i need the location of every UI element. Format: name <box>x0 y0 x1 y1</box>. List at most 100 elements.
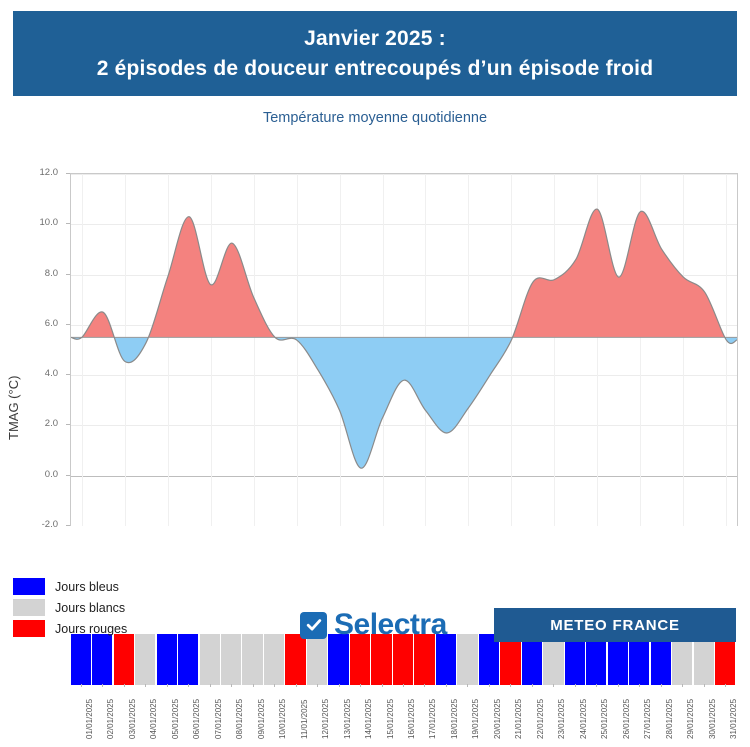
x-tick-mark <box>682 684 684 687</box>
x-tick-mark <box>617 684 619 687</box>
chart-subtitle: Température moyenne quotidienne <box>262 110 488 126</box>
vertical-gridline <box>554 174 556 526</box>
y-tick-mark <box>66 223 70 225</box>
y-tick-label: 0.0 <box>44 468 58 480</box>
y-tick-label: 6.0 <box>44 317 58 329</box>
y-tick-label: 4.0 <box>44 368 58 380</box>
x-tick-label: 01/01/2025 <box>84 698 94 739</box>
warm-area-fill <box>82 311 115 338</box>
legend-row: Jours blancs <box>12 597 232 618</box>
day-color-bar <box>156 634 177 685</box>
x-tick-label: 10/01/2025 <box>278 698 288 739</box>
x-tick-label: 16/01/2025 <box>407 698 416 739</box>
title-line-1: Janvier 2025 : <box>304 26 446 50</box>
day-color-bar <box>457 634 478 685</box>
vertical-gridline <box>726 174 728 526</box>
day-color-bar <box>242 634 263 685</box>
x-tick-mark <box>553 684 555 687</box>
cold-area-fill <box>114 337 149 363</box>
x-tick-label: 15/01/2025 <box>385 698 395 739</box>
vertical-gridline <box>81 174 83 526</box>
legend-label: Jours rouges <box>55 621 128 636</box>
day-color-bar <box>92 634 113 685</box>
x-tick-mark <box>639 684 641 687</box>
legend-row: Jours bleus <box>12 576 232 597</box>
x-tick-mark <box>510 684 512 687</box>
y-tick-mark <box>66 424 70 426</box>
legend-swatch <box>12 577 46 596</box>
x-tick-mark <box>424 684 426 687</box>
legend-swatch <box>12 598 46 617</box>
x-tick-label: 07/01/2025 <box>213 698 223 739</box>
x-tick-mark <box>123 684 125 687</box>
y-tick-mark <box>66 374 70 376</box>
x-tick-mark <box>102 684 104 687</box>
x-tick-label: 20/01/2025 <box>492 698 502 739</box>
horizontal-gridline <box>71 324 737 326</box>
vertical-gridline <box>683 174 685 526</box>
x-tick-mark <box>188 684 190 687</box>
y-tick-label: 12.0 <box>39 167 59 178</box>
legend-row: Jours rouges <box>12 618 232 639</box>
x-tick-mark <box>274 684 276 687</box>
x-tick-label: 31/01/2025 <box>729 698 739 739</box>
x-tick-mark <box>488 684 490 687</box>
warm-area-fill <box>148 216 276 338</box>
x-tick-mark <box>80 684 82 687</box>
title-line-2: 2 épisodes de douceur entrecoupés d’un é… <box>96 56 654 80</box>
day-color-bar <box>113 634 134 685</box>
x-tick-mark <box>209 684 211 687</box>
x-axis-labels: 01/01/2025 02/01/2025 03/01/2025 04/01/2025… <box>70 684 739 747</box>
zero-line <box>71 475 737 477</box>
x-tick-label: 26/01/2025 <box>621 698 631 739</box>
vertical-gridline <box>253 174 255 526</box>
check-square-icon <box>300 611 327 639</box>
legend-label: Jours bleus <box>55 579 119 594</box>
vertical-gridline <box>210 174 212 526</box>
x-tick-label: 28/01/2025 <box>664 698 674 739</box>
vertical-gridline <box>597 174 599 526</box>
y-tick-mark <box>66 173 70 174</box>
x-tick-label: 14/01/2025 <box>364 698 374 739</box>
legend-label: Jours blancs <box>55 600 126 615</box>
warm-area-fill <box>512 209 725 338</box>
legend: Jours bleus Jours blancs Jours rouges <box>12 576 232 639</box>
x-tick-mark <box>445 684 447 687</box>
cold-area-fill <box>275 337 513 469</box>
x-tick-label: 04/01/2025 <box>149 698 159 739</box>
horizontal-gridline <box>71 274 737 276</box>
x-tick-label: 21/01/2025 <box>514 698 524 739</box>
x-tick-label: 06/01/2025 <box>192 698 202 739</box>
x-tick-mark <box>338 684 340 687</box>
x-tick-label: 17/01/2025 <box>428 698 438 739</box>
y-axis-title: TMAG (°C) <box>6 375 21 440</box>
x-tick-label: 08/01/2025 <box>235 698 245 739</box>
vertical-gridline <box>296 174 298 526</box>
y-tick-label: -2.0 <box>41 519 58 530</box>
x-tick-label: 09/01/2025 <box>256 698 266 739</box>
x-tick-mark <box>703 684 705 687</box>
day-color-bar <box>199 634 220 685</box>
vertical-gridline <box>511 174 513 526</box>
vertical-gridline <box>167 174 169 526</box>
source-label: METEO FRANCE <box>550 616 680 634</box>
x-tick-mark <box>295 684 297 687</box>
y-tick-label: 8.0 <box>44 267 58 279</box>
y-tick-mark <box>66 474 70 476</box>
chart-area: TMAG (°C) -2.0 0.0 2.0 4.0 6.0 8.0 10.0 12.0 01… <box>0 160 750 739</box>
x-tick-mark <box>381 684 383 687</box>
x-tick-label: 24/01/2025 <box>578 698 588 739</box>
brand-name: Selectra <box>334 608 447 641</box>
x-tick-label: 11/01/2025 <box>299 699 309 739</box>
day-color-bar <box>220 634 242 685</box>
x-tick-label: 05/01/2025 <box>170 698 180 739</box>
y-tick-label: 2.0 <box>44 418 58 430</box>
x-tick-mark <box>145 684 147 687</box>
day-color-bar <box>70 634 91 685</box>
infographic-root: Janvier 2025 : 2 épisodes de douceur ent… <box>0 11 750 739</box>
plot-region <box>70 173 738 526</box>
x-tick-mark <box>531 684 533 687</box>
x-tick-mark <box>317 684 319 687</box>
x-tick-label: 19/01/2025 <box>471 698 481 739</box>
x-tick-label: 03/01/2025 <box>127 698 137 739</box>
